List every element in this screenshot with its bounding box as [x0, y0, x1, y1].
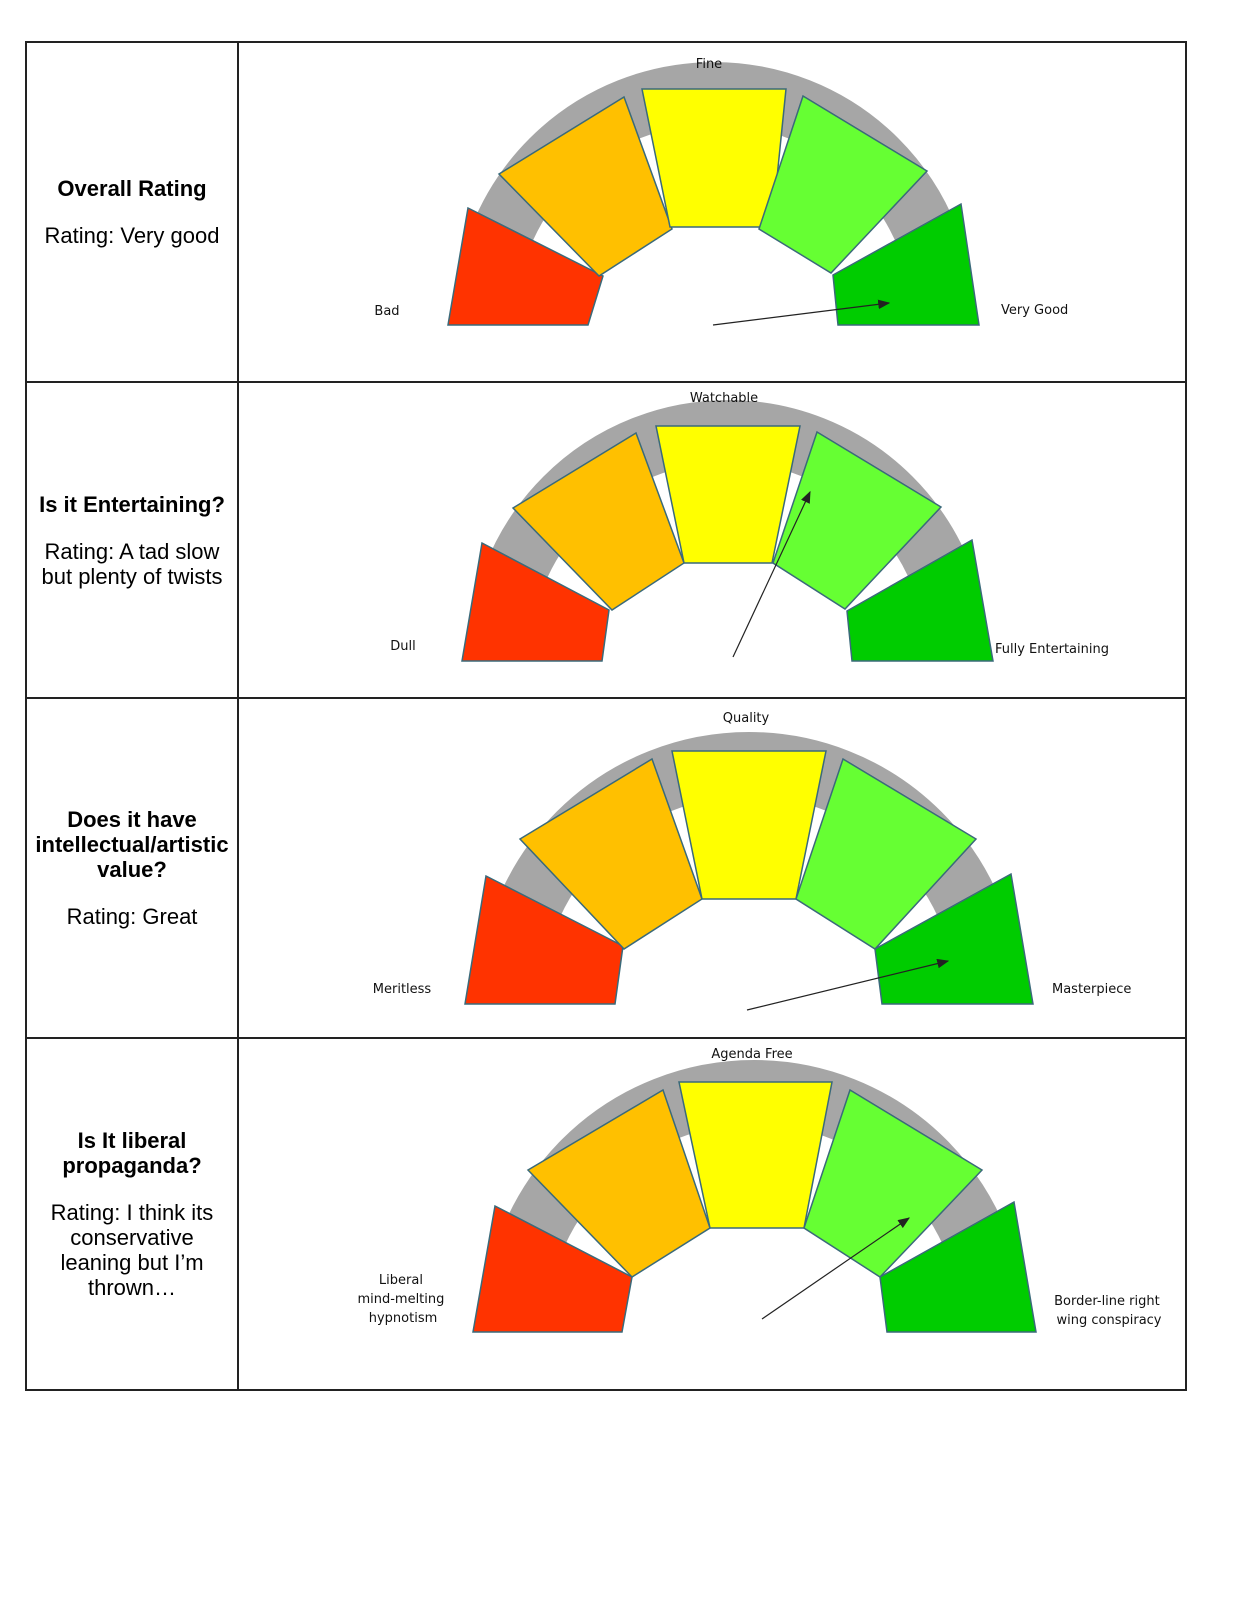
question-title: Is It liberal propaganda? — [62, 1128, 202, 1178]
rating-gauge: Fine Bad Very Good — [374, 57, 1068, 326]
gauge-label-left: Liberal mind-melting hypnotism — [357, 1273, 448, 1326]
rating-text: Rating: A tad slow but plenty of twists — [41, 538, 223, 589]
gauge-segment-dull — [461, 541, 610, 662]
gauge-needle — [732, 490, 811, 658]
gauge-cell: Quality Meritless Masterpiece — [237, 697, 1187, 1039]
gauge-label-top: Fine — [696, 57, 722, 72]
gauge-label-left: Bad — [374, 304, 399, 319]
gauge-label-top: Agenda Free — [711, 1047, 792, 1062]
question-title: Is it Entertaining? — [39, 491, 225, 517]
gauge-needle — [746, 958, 950, 1011]
question-cell: Is It liberal propaganda? Rating: I thin… — [25, 1037, 239, 1391]
gauge-label-top: Watchable — [690, 391, 758, 406]
gauge-segment-masterpiece — [874, 872, 1034, 1005]
table-row: Is it Entertaining? Rating: A tad slow b… — [25, 381, 1187, 699]
gauge-label-left: Meritless — [373, 982, 432, 997]
gauge-label-right: Masterpiece — [1052, 982, 1131, 997]
gauge-label-right: Very Good — [1001, 303, 1068, 318]
question-title: Does it have intellectual/artistic value… — [35, 807, 229, 882]
table-row: Overall Rating Rating: Very good — [25, 41, 1187, 383]
gauge-cell: Watchable Dull Fully Entertaining — [237, 381, 1187, 699]
gauge-cell: Fine Bad Very Good — [237, 41, 1187, 383]
gauge-segment-watchable — [655, 425, 801, 564]
gauge-segment-bad — [447, 206, 604, 326]
question-cell: Overall Rating Rating: Very good — [25, 41, 239, 383]
rating-text: Rating: Very good — [44, 223, 220, 248]
gauge-needle — [761, 1217, 910, 1320]
table-row: Is It liberal propaganda? Rating: I thin… — [25, 1037, 1187, 1391]
gauge-label-top: Quality — [723, 711, 770, 726]
gauge-segment-poor — [497, 95, 673, 277]
gauge-segment-liberal — [472, 1204, 633, 1333]
gauge-segment-very-good — [832, 202, 980, 326]
gauge-needle — [712, 299, 891, 326]
rating-gauge: Watchable Dull Fully Entertaining — [390, 391, 1109, 662]
gauge-segment-good — [803, 1088, 984, 1278]
rating-text: Rating: I think its conservative leaning… — [50, 1200, 214, 1300]
gauge-segment-good — [758, 94, 929, 274]
gauge-label-left: Dull — [390, 639, 415, 654]
rating-table: Overall Rating Rating: Very good — [25, 41, 1187, 1391]
question-cell: Is it Entertaining? Rating: A tad slow b… — [25, 381, 239, 699]
gauge-label-right: Border-line right wing conspiracy — [1054, 1294, 1164, 1328]
rating-gauge: Quality Meritless Masterpiece — [373, 711, 1131, 1011]
gauge-segment-fully-entertaining — [846, 538, 994, 662]
question-cell: Does it have intellectual/artistic value… — [25, 697, 239, 1039]
gauge-segment-conspiracy — [879, 1200, 1037, 1333]
gauge-segment-meritless — [464, 874, 624, 1005]
gauge-segment-good — [772, 430, 943, 610]
rating-text: Rating: Great — [66, 904, 198, 929]
table-row: Does it have intellectual/artistic value… — [25, 697, 1187, 1039]
rating-gauge: Agenda Free Liberal mind-melting hypnoti… — [357, 1047, 1164, 1333]
gauge-label-right: Fully Entertaining — [995, 642, 1109, 657]
gauge-segment-good — [795, 757, 978, 950]
question-title: Overall Rating — [57, 176, 207, 201]
gauge-cell: Agenda Free Liberal mind-melting hypnoti… — [237, 1037, 1187, 1391]
